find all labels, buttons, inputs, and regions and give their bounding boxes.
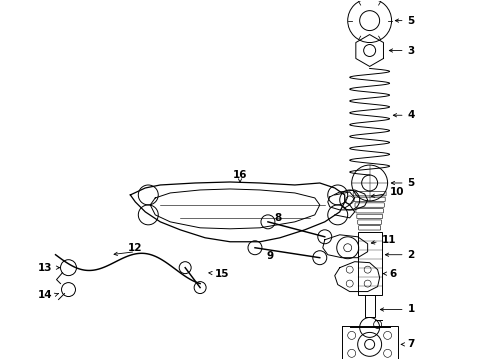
Text: 16: 16 <box>233 170 247 180</box>
Text: 3: 3 <box>390 45 415 55</box>
Text: 12: 12 <box>128 243 143 253</box>
Text: 4: 4 <box>393 110 415 120</box>
Text: 9: 9 <box>267 251 273 261</box>
Bar <box>358 232 382 294</box>
Text: 15: 15 <box>209 269 230 279</box>
Text: 10: 10 <box>371 187 404 197</box>
Text: 13: 13 <box>38 263 60 273</box>
Text: 11: 11 <box>371 235 396 245</box>
Text: 7: 7 <box>401 339 415 349</box>
Text: 6: 6 <box>383 269 397 279</box>
Text: 5: 5 <box>395 15 415 26</box>
Bar <box>342 327 397 360</box>
Text: 8: 8 <box>274 213 282 223</box>
Text: 1: 1 <box>380 305 415 315</box>
Text: 5: 5 <box>392 178 415 188</box>
Bar <box>365 294 375 318</box>
Text: 14: 14 <box>38 289 52 300</box>
Text: 2: 2 <box>385 250 415 260</box>
